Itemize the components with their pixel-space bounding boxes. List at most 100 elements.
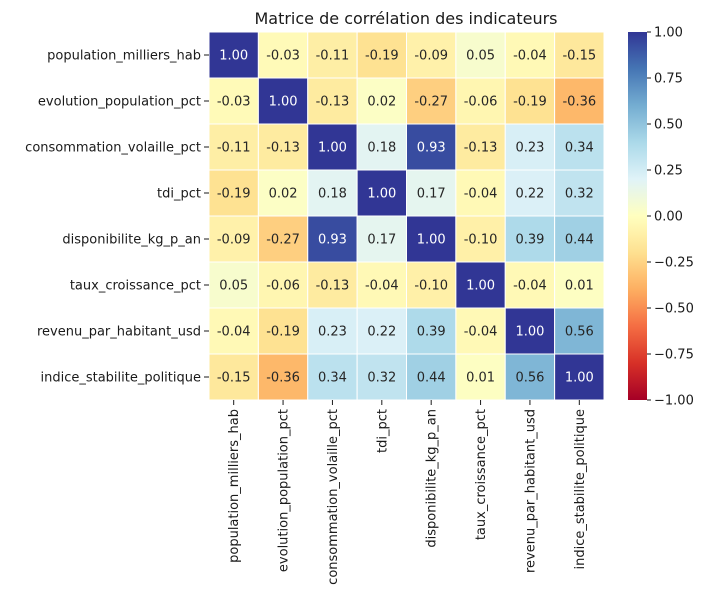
- heatmap-cell: [554, 77, 605, 125]
- heatmap-cells: 1.00 -0.03 -0.11 -0.19 -0.09 0.05 -0.04 -0.15 -0…: [208, 31, 605, 401]
- heatmap-cell: [554, 31, 605, 79]
- heatmap-cell: [554, 307, 605, 355]
- cell-value-label: 1.00: [219, 49, 248, 64]
- heatmap-cell: [307, 307, 358, 355]
- heatmap-cell: [455, 261, 506, 309]
- cell-value-label: -0.10: [414, 279, 448, 294]
- cell-value-label: -0.36: [266, 371, 300, 386]
- cell-value-label: 1.00: [269, 95, 298, 110]
- heatmap-cell: [504, 169, 556, 217]
- heatmap-cell: [406, 261, 457, 309]
- heatmap-cell: [554, 123, 605, 171]
- cell-value-label: 0.34: [318, 371, 347, 386]
- heatmap-cell: [257, 31, 309, 79]
- y-tick-label: disponibilite_kg_p_an: [62, 233, 201, 248]
- cell-value-label: 1.00: [565, 371, 594, 386]
- cell-value-label: -0.04: [464, 325, 498, 340]
- cell-value-label: -0.19: [217, 187, 251, 202]
- x-tick-label: population_milliers_hab: [227, 409, 242, 563]
- cell-value-label: 0.17: [417, 187, 446, 202]
- cell-value-label: 1.00: [515, 325, 544, 340]
- y-tick-label: indice_stabilite_politique: [40, 371, 201, 386]
- cell-value-label: -0.10: [464, 233, 498, 248]
- heatmap-cell: [307, 123, 358, 171]
- heatmap-cell: [554, 261, 605, 309]
- cell-value-label: 0.17: [367, 233, 396, 248]
- cell-value-label: -0.06: [464, 95, 498, 110]
- x-tick-label: disponibilite_kg_p_an: [425, 409, 440, 548]
- x-tick-label: consommation_volaille_pct: [326, 409, 341, 585]
- cell-value-label: 1.00: [466, 279, 495, 294]
- cell-value-label: -0.04: [217, 325, 251, 340]
- cell-value-label: 0.02: [367, 95, 396, 110]
- cell-value-label: 0.39: [515, 233, 544, 248]
- y-tick-label: evolution_population_pct: [38, 95, 201, 110]
- cell-value-label: -0.36: [562, 95, 596, 110]
- colorbar: 1.00 0.75 0.50 0.25 0.00 −0.25 −0.50 −0.75 −1.00: [628, 26, 694, 409]
- cell-value-label: 0.93: [417, 141, 446, 156]
- heatmap-cell: [455, 77, 506, 125]
- cell-value-label: 0.39: [417, 325, 446, 340]
- heatmap-cell: [504, 261, 556, 309]
- cell-value-label: 0.01: [565, 279, 594, 294]
- cell-value-label: 0.18: [367, 141, 396, 156]
- cell-value-label: -0.11: [217, 141, 251, 156]
- heatmap-cell: [208, 31, 259, 79]
- cell-value-label: -0.19: [365, 49, 399, 64]
- heatmap-cell: [356, 215, 407, 263]
- cell-value-label: -0.03: [266, 49, 300, 64]
- cell-value-label: -0.09: [217, 233, 251, 248]
- cell-value-label: 0.56: [515, 371, 544, 386]
- y-tick-label: taux_croissance_pct: [70, 279, 201, 294]
- heatmap-cell: [406, 169, 457, 217]
- cell-value-label: -0.04: [513, 279, 547, 294]
- heatmap-cell: [406, 123, 457, 171]
- colorbar-tick-label: −0.50: [654, 302, 694, 317]
- heatmap-cell: [307, 31, 358, 79]
- heatmap-cell: [257, 261, 309, 309]
- heatmap-cell: [455, 31, 506, 79]
- x-tick-label: tdi_pct: [375, 409, 390, 453]
- x-tick-label: evolution_population_pct: [277, 409, 292, 572]
- cell-value-label: 0.93: [318, 233, 347, 248]
- colorbar-tick-label: 1.00: [654, 26, 683, 41]
- cell-value-label: 0.44: [565, 233, 594, 248]
- cell-value-label: -0.13: [316, 279, 350, 294]
- colorbar-tick-label: −0.25: [654, 256, 694, 271]
- cell-value-label: -0.09: [414, 49, 448, 64]
- cell-value-label: 1.00: [367, 187, 396, 202]
- cell-value-label: 0.05: [466, 49, 495, 64]
- cell-value-label: -0.06: [266, 279, 300, 294]
- cell-value-label: -0.11: [316, 49, 350, 64]
- heatmap-cell: [307, 169, 358, 217]
- heatmap-cell: [356, 123, 407, 171]
- y-tick-label: revenu_par_habitant_usd: [37, 325, 201, 340]
- heatmap-cell: [356, 77, 407, 125]
- cell-value-label: 0.56: [565, 325, 594, 340]
- heatmap-cell: [554, 215, 605, 263]
- heatmap-cell: [208, 307, 259, 355]
- colorbar-tick-label: 0.25: [654, 164, 683, 179]
- heatmap-cell: [455, 123, 506, 171]
- cell-value-label: 0.32: [367, 371, 396, 386]
- cell-value-label: -0.15: [217, 371, 251, 386]
- chart-title: Matrice de corrélation des indicateurs: [254, 9, 557, 28]
- heatmap-cell: [257, 123, 309, 171]
- cell-value-label: 1.00: [318, 141, 347, 156]
- cell-value-label: -0.27: [414, 95, 448, 110]
- y-tick-label: consommation_volaille_pct: [25, 141, 201, 156]
- y-axis-tick-labels: population_milliers_hab evolution_populat…: [25, 49, 209, 386]
- cell-value-label: -0.13: [316, 95, 350, 110]
- heatmap-cell: [257, 77, 309, 125]
- colorbar-tick-label: 0.75: [654, 72, 683, 87]
- cell-value-label: -0.03: [217, 95, 251, 110]
- heatmap-cell: [406, 215, 457, 263]
- cell-value-label: -0.15: [562, 49, 596, 64]
- cell-value-label: -0.13: [266, 141, 300, 156]
- colorbar-tick-label: 0.50: [654, 118, 683, 133]
- cell-value-label: 0.23: [318, 325, 347, 340]
- cell-value-label: -0.04: [513, 49, 547, 64]
- cell-value-label: 0.18: [318, 187, 347, 202]
- cell-value-label: -0.04: [365, 279, 399, 294]
